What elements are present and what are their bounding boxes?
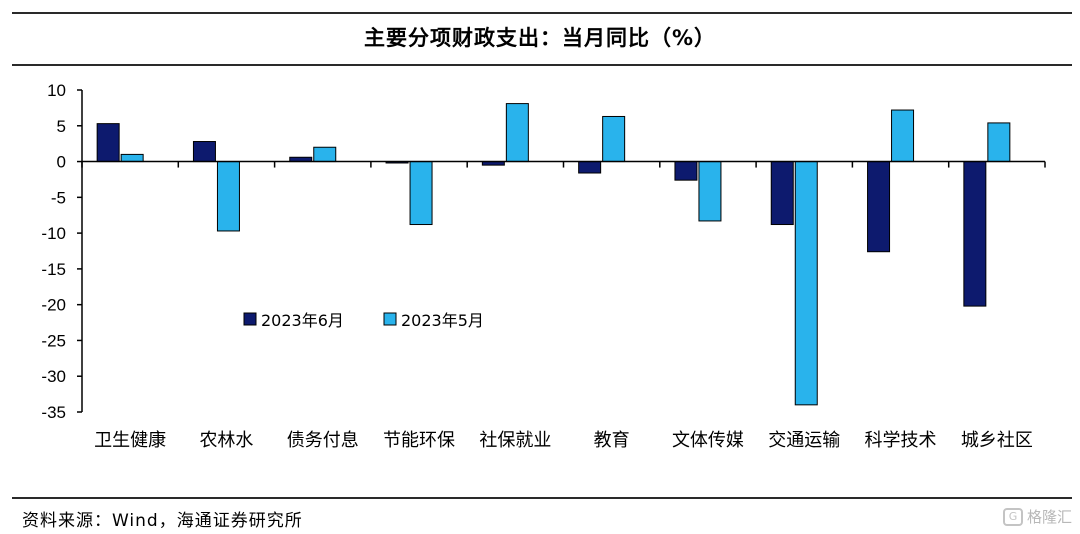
bar-june [192,141,216,163]
legend-swatch-may [383,312,397,326]
bar-may [313,146,337,163]
bars [96,103,1011,406]
legend-label-june: 2023年6月 [261,311,344,330]
bar-may [505,103,529,163]
bar-june [963,161,987,307]
bar-june [674,161,698,181]
category-label: 城乡社区 [961,430,1033,451]
y-tick-label: 5 [57,117,66,136]
bar-june [867,161,891,253]
y-tick-label: -30 [41,367,66,386]
category-label: 节能环保 [383,430,455,451]
y-tick-label: -15 [41,260,66,279]
legend: 2023年6月 2023年5月 [243,311,484,330]
category-label: 交通运输 [768,430,840,451]
category-label: 科学技术 [865,430,937,451]
source-note: 资料来源：Wind，海通证券研究所 [22,511,303,531]
x-axis: 卫生健康 农林水 债务付息 节能环保 社保就业 教育 文体传媒 交通运输 科学技术 城乡社区 [81,160,1046,451]
y-axis: 10 5 0 -5 -10 -15 -20 -25 -30 -35 [41,81,83,422]
y-tick-label: -10 [41,224,66,243]
bar-may [120,153,144,163]
bar-june [96,123,120,163]
title-rule [12,64,1072,66]
y-tick-label: -25 [41,331,66,350]
bar-may [216,161,240,232]
y-tick-label: 0 [57,153,66,172]
category-label: 卫生健康 [94,430,166,451]
bar-may [409,161,433,226]
legend-label-may: 2023年5月 [401,311,484,330]
category-label: 文体传媒 [672,430,744,451]
watermark: G 格隆汇 [1002,506,1072,527]
category-label: 教育 [594,430,630,451]
bar-may [698,161,722,222]
watermark-logo-icon: G [1002,507,1023,526]
legend-swatch-june [243,312,257,326]
bar-may [794,161,818,406]
bottom-rule [12,497,1072,499]
category-label: 债务付息 [287,430,359,451]
bar-may [987,122,1011,163]
bar-june [578,161,602,174]
y-tick-label: -5 [51,188,66,207]
top-rule [12,12,1072,14]
y-tick-label: -20 [41,296,66,315]
bar-june [770,161,794,226]
bar-may [891,109,915,163]
bar-may [602,115,626,163]
y-tick-label: 10 [47,81,66,100]
y-tick-label: -35 [41,403,66,422]
chart-title: 主要分项财政支出：当月同比（%） [363,26,717,50]
watermark-text: 格隆汇 [1026,508,1072,526]
category-label: 社保就业 [479,430,551,451]
category-label: 农林水 [199,430,253,451]
